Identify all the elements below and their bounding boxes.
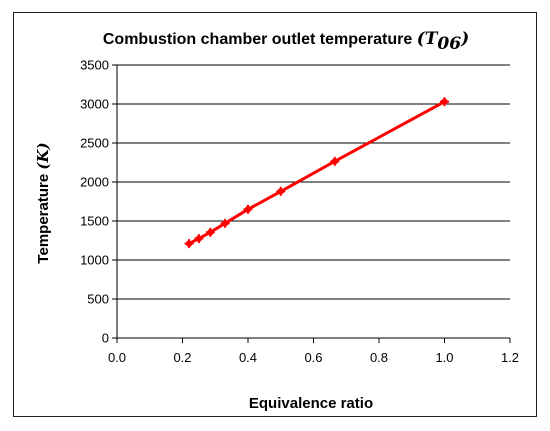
data-point <box>330 156 340 166</box>
y-axis-label-var: (K) <box>34 142 52 169</box>
chart-title: Combustion chamber outlet temperature <box>103 31 412 48</box>
data-point <box>243 204 253 214</box>
y-tick-label: 2500 <box>80 136 109 151</box>
x-tick-labels: 0.0 0.2 0.4 0.6 0.8 1.0 1.2 <box>108 350 519 365</box>
x-tick-label: 1.2 <box>501 350 519 365</box>
grid-lines <box>117 64 510 300</box>
data-point <box>220 218 230 228</box>
data-point <box>205 227 215 237</box>
x-axis-label: Equivalence ratio <box>249 395 373 412</box>
data-point <box>184 239 194 249</box>
chart-frame <box>13 12 537 417</box>
data-series <box>184 97 449 249</box>
chart-title-var-sub: 06 <box>437 34 461 54</box>
data-point <box>276 186 286 196</box>
y-tick-labels: 0 500 1000 1500 2000 2500 3000 3500 <box>80 58 109 346</box>
y-tick-label: 1500 <box>80 214 109 229</box>
chart-title-group: Combustion chamber outlet temperature (T… <box>103 29 469 54</box>
y-axis-label-group: Temperature (K) <box>34 142 52 263</box>
data-point <box>194 234 204 244</box>
x-tick-label: 0.8 <box>370 350 388 365</box>
y-tick-label: 3500 <box>80 58 109 73</box>
y-tick-label: 3000 <box>80 97 109 112</box>
x-tick-label: 0.4 <box>239 350 257 365</box>
x-tick-label: 0.6 <box>304 350 322 365</box>
x-tick-label: 0.2 <box>173 350 191 365</box>
chart-title-var-base: T <box>425 29 439 49</box>
y-tick-label: 500 <box>87 292 109 307</box>
chart-title-var-close: ) <box>460 29 469 49</box>
data-point <box>440 97 449 107</box>
x-tick-label: 1.0 <box>435 350 453 365</box>
axes <box>112 64 511 343</box>
y-tick-label: 0 <box>102 331 109 346</box>
x-tick-label: 0.0 <box>108 350 126 365</box>
chart-title-var-open: ( <box>417 29 426 49</box>
y-axis-label: Temperature <box>35 174 52 264</box>
y-tick-label: 1000 <box>80 253 109 268</box>
y-tick-label: 2000 <box>80 175 109 190</box>
